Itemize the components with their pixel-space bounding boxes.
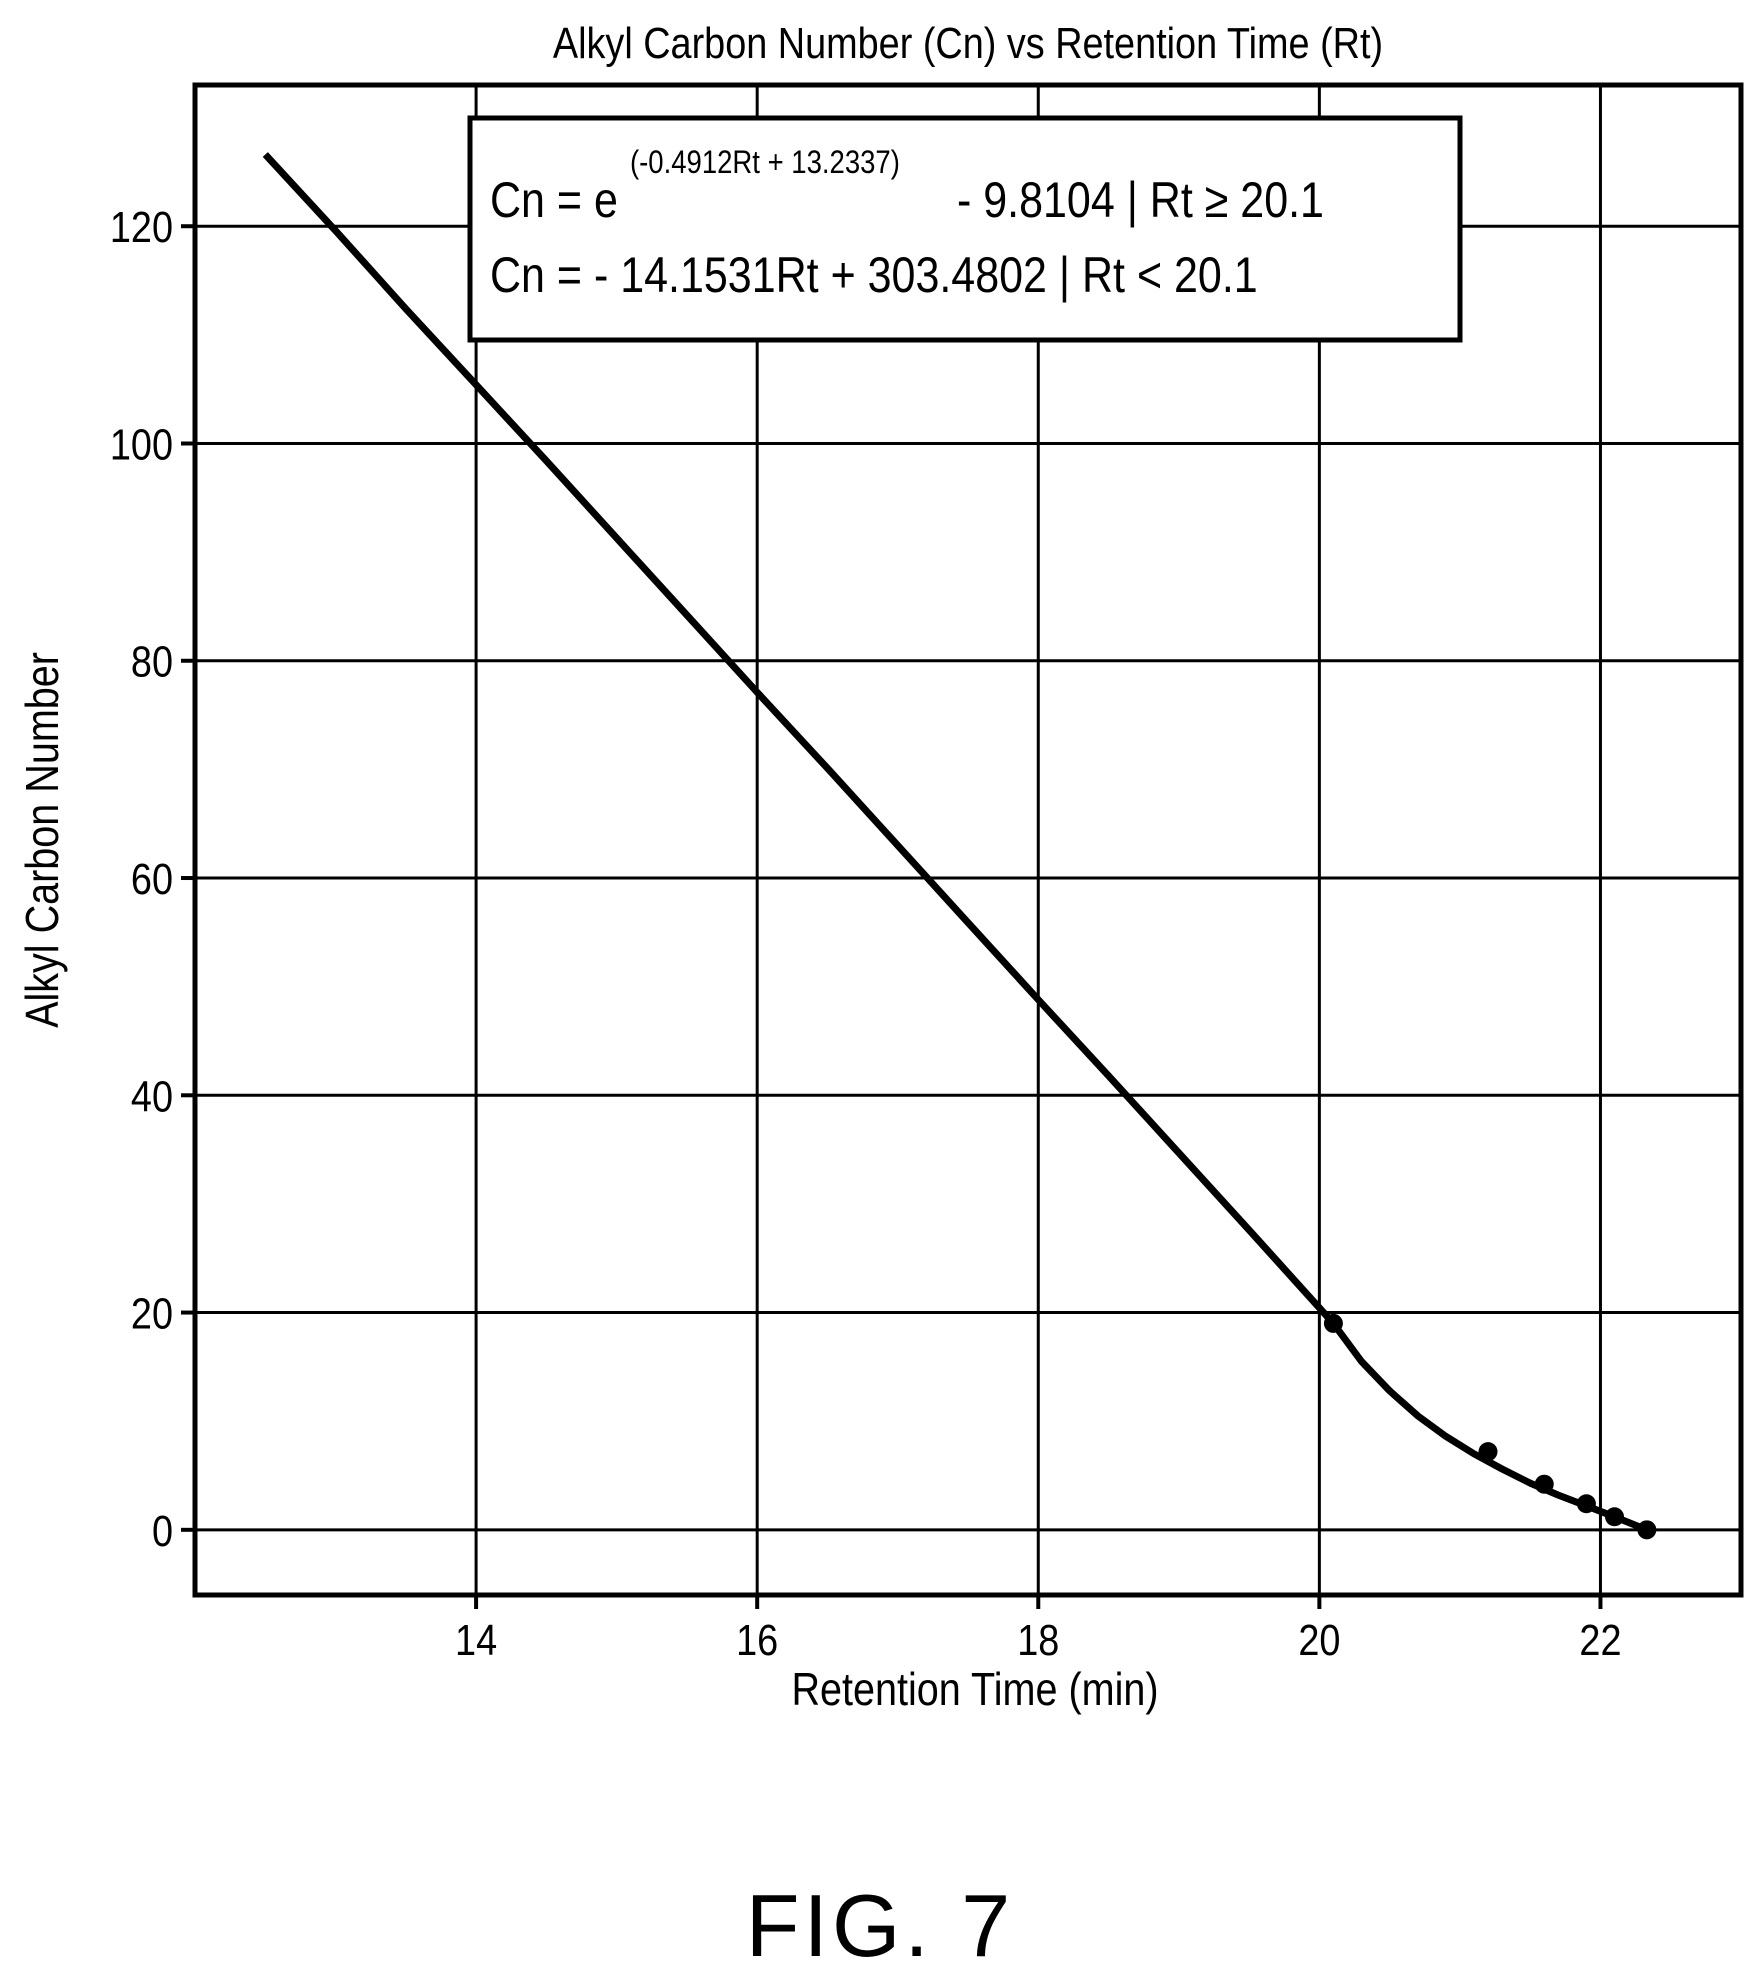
x-axis-ticks: 14 16 18 20 22 bbox=[455, 1595, 1621, 1665]
fit-curve-line bbox=[262, 152, 1649, 1534]
data-point bbox=[1534, 1474, 1554, 1494]
equation-line-1: Cn = e bbox=[490, 172, 618, 228]
plot-frame bbox=[192, 82, 1744, 1598]
x-tick-label: 20 bbox=[1298, 1615, 1340, 1664]
equation-1-suffix: - 9.8104 | Rt ≥ 20.1 bbox=[957, 172, 1324, 228]
equation-1-exponent: (-0.4912Rt + 13.2337) bbox=[630, 145, 900, 180]
series-layer bbox=[262, 152, 1657, 1540]
y-axis-label: Alkyl Carbon Number bbox=[17, 652, 68, 1028]
y-tick-label: 80 bbox=[131, 637, 173, 686]
y-tick-label: 60 bbox=[131, 854, 173, 903]
y-tick-label: 100 bbox=[110, 420, 173, 469]
x-tick-label: 18 bbox=[1017, 1615, 1059, 1664]
equation-1-prefix: Cn = e bbox=[490, 172, 618, 228]
x-tick-label: 16 bbox=[736, 1615, 778, 1664]
equation-line-2: Cn = - 14.1531Rt + 303.4802 | Rt < 20.1 bbox=[490, 247, 1258, 303]
figure-label: FIG. 7 bbox=[745, 1876, 1015, 1975]
y-tick-label: 20 bbox=[131, 1289, 173, 1338]
equation-box-frame bbox=[467, 115, 1463, 343]
x-axis-label: Retention Time (min) bbox=[791, 1664, 1158, 1715]
data-point bbox=[1478, 1442, 1498, 1462]
data-point bbox=[1323, 1313, 1343, 1333]
data-point bbox=[1605, 1507, 1625, 1527]
data-point bbox=[1576, 1494, 1596, 1514]
chart-title: Alkyl Carbon Number (Cn) vs Retention Ti… bbox=[553, 18, 1383, 67]
y-tick-label: 40 bbox=[131, 1072, 173, 1121]
equation-box: Cn = e (-0.4912Rt + 13.2337) - 9.8104 | … bbox=[467, 115, 1463, 343]
y-tick-label: 0 bbox=[152, 1506, 173, 1555]
y-tick-label: 120 bbox=[110, 203, 173, 252]
x-tick-label: 14 bbox=[455, 1615, 497, 1664]
y-axis-ticks: 0 20 40 60 80 100 120 bbox=[110, 203, 195, 1555]
data-point bbox=[1637, 1520, 1657, 1540]
x-tick-label: 22 bbox=[1579, 1615, 1621, 1664]
